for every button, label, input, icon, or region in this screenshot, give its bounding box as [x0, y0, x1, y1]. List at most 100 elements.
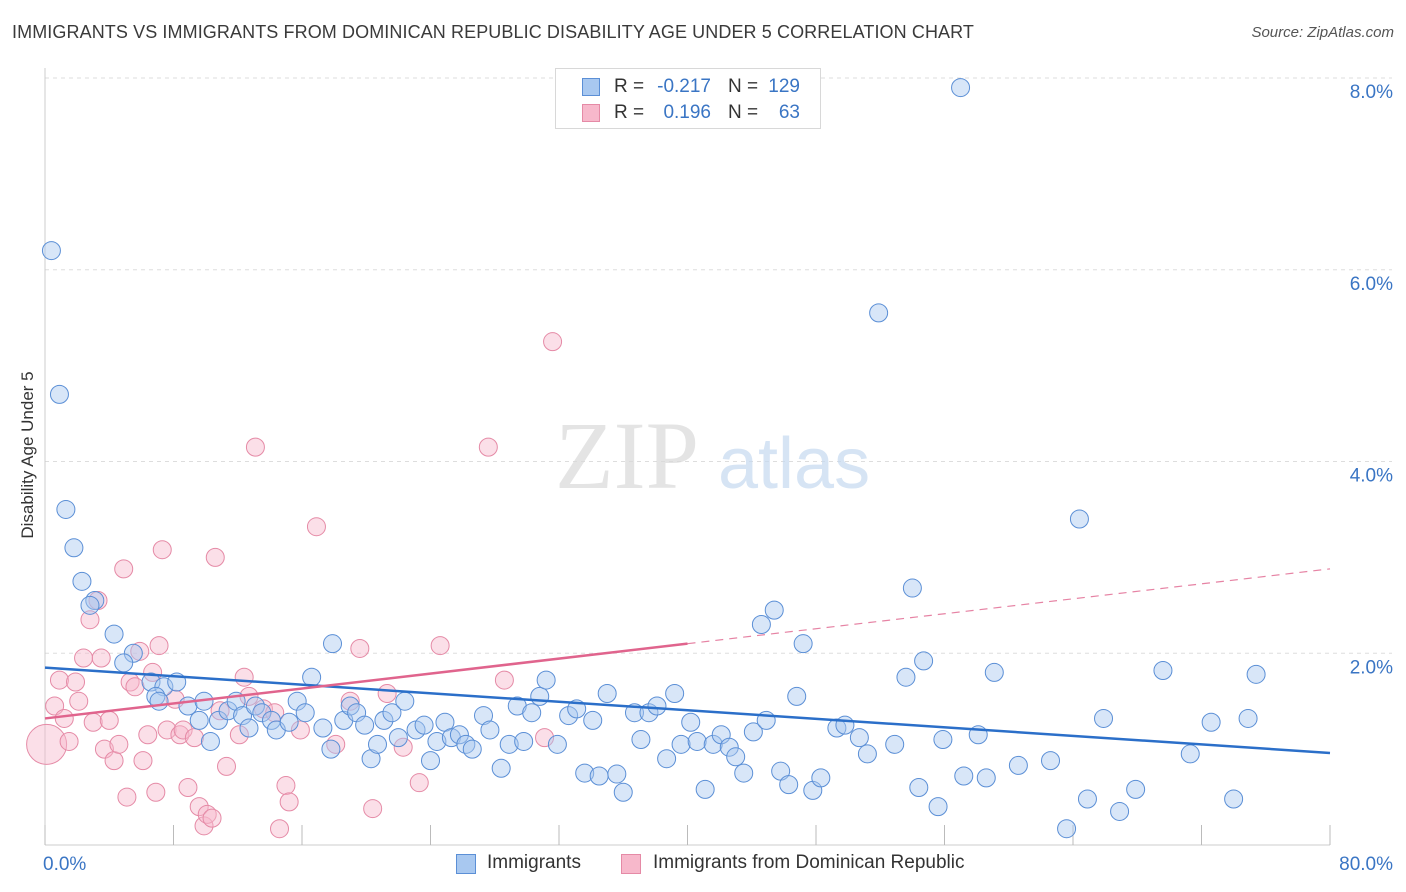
immigrants-point	[252, 703, 272, 723]
dominican-trend-extension	[687, 568, 1331, 645]
dominican-point	[340, 691, 360, 711]
immigrants-point	[896, 667, 916, 687]
immigrants-point	[239, 718, 259, 738]
immigrants-point	[1224, 789, 1244, 809]
immigrants-point	[1094, 708, 1114, 728]
immigrants-point	[323, 634, 343, 654]
dominican-point	[543, 332, 563, 352]
dominican-point	[276, 776, 296, 796]
immigrants-point	[233, 706, 253, 726]
immigrants-point	[462, 739, 482, 759]
immigrants-point	[302, 667, 322, 687]
immigrants-point	[313, 718, 333, 738]
watermark-zip: ZIP	[555, 402, 699, 509]
immigrants-point	[421, 751, 440, 771]
immigrants-point	[681, 712, 701, 732]
dominican-point	[363, 799, 383, 819]
y-tick-label: 8.0%	[1350, 82, 1393, 103]
immigrants-point	[1110, 801, 1130, 821]
correlation-legend: R = -0.217 N = 129 R = 0.196 N = 63	[555, 68, 821, 129]
dominican-point	[393, 737, 413, 757]
dominican-point	[138, 725, 158, 745]
immigrants-point	[49, 384, 69, 404]
immigrants-point	[976, 768, 996, 788]
immigrants-point	[869, 303, 889, 323]
immigrants-point	[395, 691, 415, 711]
dominican-point	[133, 751, 153, 771]
immigrants-point	[1126, 779, 1146, 799]
dominican-point	[74, 648, 94, 668]
immigrants-point	[499, 734, 519, 754]
immigrants-point	[355, 715, 375, 735]
immigrants-point	[41, 241, 61, 261]
dominican-point	[205, 547, 225, 567]
legend-swatch-pink	[582, 104, 600, 122]
watermark-atlas: atlas	[718, 424, 870, 504]
immigrants-point	[123, 643, 143, 663]
immigrants-point	[1153, 661, 1173, 681]
immigrants-point	[764, 600, 784, 620]
dominican-point	[189, 797, 209, 817]
immigrants-point	[743, 722, 763, 742]
immigrants-point	[835, 715, 855, 735]
dominican-point	[306, 517, 326, 537]
immigrants-point	[1246, 664, 1266, 684]
legend-n-value: 129	[768, 76, 800, 97]
dominican-point	[290, 720, 310, 740]
immigrants-point	[631, 730, 651, 750]
immigrants-point	[1041, 751, 1061, 771]
dominican-point	[26, 723, 68, 765]
immigrants-point	[583, 710, 603, 730]
immigrants-point	[388, 728, 408, 748]
dominican-point	[66, 672, 86, 692]
immigrants-point	[218, 701, 238, 721]
immigrants-point	[575, 763, 595, 783]
dominican-point	[83, 712, 103, 732]
immigrants-point	[382, 703, 402, 723]
immigrants-point	[149, 691, 169, 711]
immigrants-point	[530, 686, 550, 706]
dominican-point	[69, 691, 89, 711]
immigrants-point	[779, 775, 799, 795]
immigrants-point	[287, 691, 307, 711]
dominican-point	[114, 559, 134, 579]
dominican-point	[210, 701, 230, 721]
legend-row-immigrants: R = -0.217 N = 129	[556, 75, 820, 101]
series-swatch-immigrants	[456, 854, 476, 874]
immigrants-point	[734, 763, 754, 783]
immigrants-point	[1077, 789, 1097, 809]
immigrants-point	[474, 706, 494, 726]
dominican-republic-points	[26, 332, 563, 839]
dominican-point	[184, 728, 204, 748]
legend-n-value: 63	[778, 102, 800, 123]
immigrants-point	[1057, 819, 1077, 839]
immigrants-point	[793, 634, 813, 654]
dominican-point	[494, 670, 514, 690]
grid-lines	[45, 77, 1392, 654]
immigrants-point	[104, 624, 124, 644]
legend-swatch-blue	[582, 78, 600, 96]
dominican-point	[59, 731, 79, 751]
immigrants-point	[665, 684, 685, 704]
series-label-dominican: Immigrants from Dominican Republic	[653, 852, 965, 873]
immigrants-point	[114, 653, 134, 673]
immigrants-point	[522, 703, 542, 723]
immigrants-point	[687, 731, 707, 751]
y-axis-title: Disability Age Under 5	[18, 371, 37, 539]
dominican-point	[202, 808, 222, 828]
immigrants-point	[208, 710, 228, 730]
legend-r-value: 0.196	[663, 102, 711, 123]
immigrants-point	[671, 734, 691, 754]
immigrants-point	[72, 571, 92, 591]
dominican-point	[478, 437, 498, 457]
immigrants-point	[559, 706, 579, 726]
immigrants-point	[751, 614, 771, 634]
immigrants-point	[141, 672, 161, 692]
dominican-point	[234, 667, 254, 687]
dominican-point	[130, 641, 150, 661]
immigrants-point	[647, 696, 667, 716]
immigrants-point	[613, 782, 633, 802]
immigrants-point	[902, 578, 922, 598]
dominican-point	[245, 437, 265, 457]
trend-lines	[44, 568, 1331, 755]
